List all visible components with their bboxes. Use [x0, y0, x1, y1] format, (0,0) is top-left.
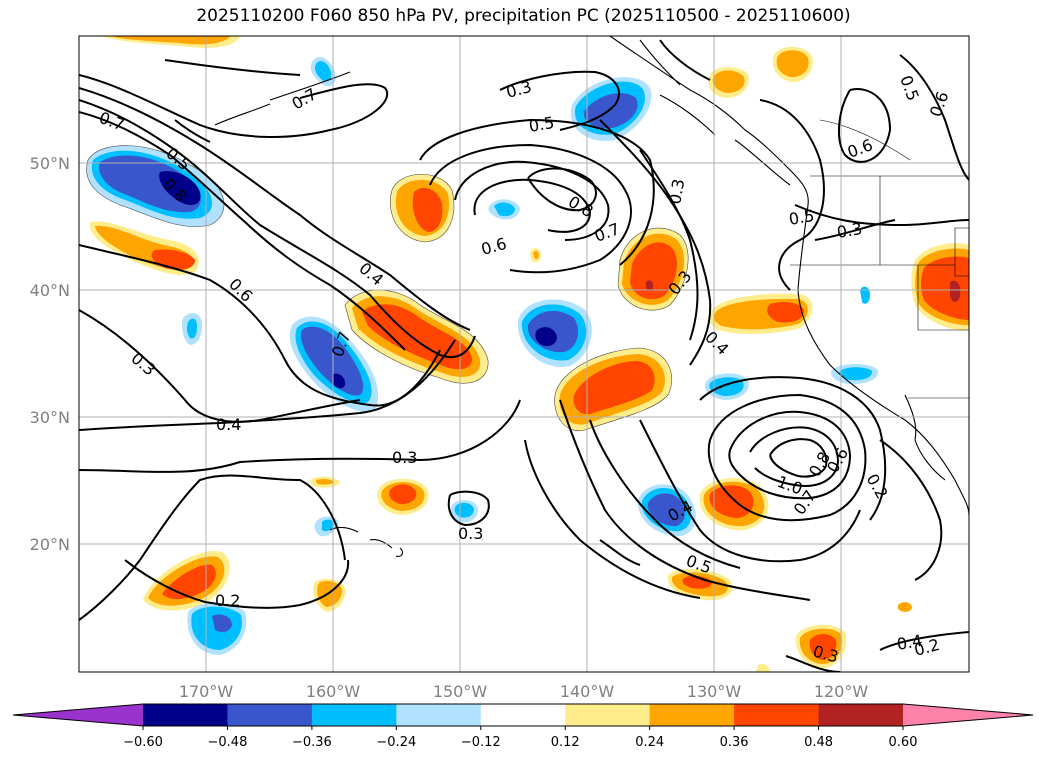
- precip-negative-region: [333, 373, 346, 389]
- precip-positive-region: [809, 634, 837, 660]
- latitude-labels: 50°N 40°N 30°N 20°N: [30, 154, 70, 554]
- longitude-labels: 170°W 160°W 150°W 140°W 130°W 120°W: [179, 682, 869, 701]
- precip-positive-region: [533, 250, 539, 260]
- colorbar-segment: [227, 704, 313, 726]
- precip-negative-region: [839, 367, 873, 381]
- precip-negative-region: [494, 202, 515, 217]
- lat-label: 50°N: [30, 154, 70, 173]
- precip-positive-region: [950, 280, 961, 302]
- colorbar-segment: [565, 704, 651, 726]
- lon-label: 150°W: [433, 682, 488, 701]
- lat-label: 20°N: [30, 535, 70, 554]
- precip-positive-region: [712, 70, 745, 93]
- colorbar-tick-label: 0.48: [804, 735, 833, 750]
- contour-label: 0.3: [392, 448, 417, 467]
- precip-positive-region: [362, 304, 473, 370]
- precip-negative-region: [186, 318, 197, 339]
- colorbar-tick-label: 0.24: [635, 735, 664, 750]
- precip-negative-region: [314, 61, 332, 82]
- precip-negative-region: [322, 519, 334, 532]
- colorbar-segment: [311, 704, 397, 726]
- lon-label: 120°W: [814, 682, 869, 701]
- precip-positive-region: [630, 242, 678, 300]
- precip-negative-region: [159, 171, 201, 205]
- precip-positive-region: [756, 663, 770, 672]
- precip-negative-region: [535, 327, 557, 346]
- precip-positive-region: [412, 188, 443, 232]
- contour-label: 0.4: [216, 415, 241, 434]
- contour-label: 0.5: [527, 113, 555, 136]
- lat-label: 40°N: [30, 281, 70, 300]
- plot-frame: [78, 35, 970, 673]
- contour-label: 0.4: [895, 631, 923, 654]
- precip-positive-region: [389, 484, 417, 505]
- colorbar-segment: [734, 704, 820, 726]
- precip-negative-region: [584, 93, 638, 129]
- colorbar: −0.60 −0.48 −0.36 −0.24 −0.12 0.12 0.24 0.36 0.4…: [12, 703, 1034, 750]
- colorbar-tick-label: −0.12: [461, 735, 501, 750]
- colorbar-tick-label: −0.24: [376, 735, 416, 750]
- map-title: 2025110200 F060 850 hPa PV, precipitatio…: [196, 6, 851, 26]
- precip-negative-region: [860, 286, 870, 304]
- lon-label: 170°W: [179, 682, 234, 701]
- precip-negative-region: [454, 502, 474, 518]
- political-borders: [790, 119, 969, 399]
- precip-positive-region: [110, 36, 230, 45]
- contour-label: 0.3: [665, 177, 688, 205]
- precip-positive-region: [646, 280, 654, 291]
- precip-positive-region: [767, 302, 804, 323]
- colorbar-segment: [649, 704, 735, 726]
- colorbar-segment: [818, 704, 904, 726]
- contour-label: 0.5: [787, 206, 815, 229]
- lat-label: 30°N: [30, 408, 70, 427]
- precip-positive-region: [776, 50, 809, 78]
- colorbar-tick-label: 0.36: [720, 735, 749, 750]
- precip-negative-region: [212, 614, 232, 633]
- colorbar-tick-label: 0.60: [889, 735, 918, 750]
- colorbar-tick-label: 0.12: [551, 735, 580, 750]
- precip-positive-region: [573, 361, 655, 415]
- colorbar-extend-max: [903, 704, 1033, 726]
- precip-positive-region: [898, 602, 912, 612]
- contour-label: 0.3: [835, 219, 863, 242]
- colorbar-segment: [396, 704, 482, 726]
- lon-label: 130°W: [687, 682, 742, 701]
- lon-label: 140°W: [560, 682, 615, 701]
- contour-label: 0.2: [215, 591, 240, 610]
- colorbar-segment: [143, 704, 228, 726]
- colorbar-extend-min: [13, 704, 143, 726]
- colorbar-segment: [480, 704, 566, 726]
- precip-negative-region: [300, 326, 364, 396]
- colorbar-tick-label: −0.48: [208, 735, 248, 750]
- colorbar-tick-label: −0.60: [123, 735, 163, 750]
- lon-label: 160°W: [306, 682, 361, 701]
- colorbar-tick-label: −0.36: [292, 735, 332, 750]
- gridlines: [79, 36, 969, 672]
- precip-anomaly-fills: [86, 36, 969, 672]
- precip-positive-region: [316, 478, 334, 485]
- precip-negative-region: [647, 493, 685, 527]
- precip-positive-region: [921, 256, 969, 320]
- contour-label: 0.3: [458, 524, 483, 543]
- precip-positive-region: [709, 485, 754, 518]
- pv-contours: [79, 39, 969, 672]
